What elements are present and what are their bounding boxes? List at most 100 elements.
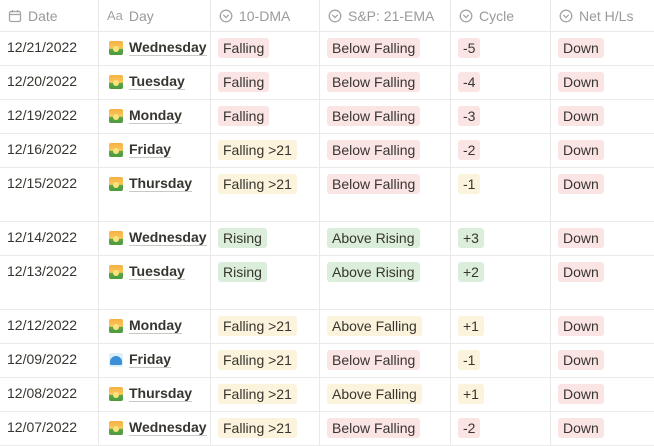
cycle-tag: +1 [458,384,484,404]
page-link[interactable]: Wednesday [109,419,207,436]
net-hls-cell[interactable]: Down [551,344,654,377]
ema-cell[interactable]: Below Falling [320,134,451,167]
dma-cell[interactable]: Falling >21 [211,168,320,221]
day-cell[interactable]: Wednesday [99,412,211,445]
date-cell[interactable]: 12/15/2022 [0,168,99,221]
net-hls-cell[interactable]: Down [551,222,654,255]
ema-cell[interactable]: Below Falling [320,100,451,133]
day-cell[interactable]: Tuesday [99,66,211,99]
day-cell[interactable]: Thursday [99,168,211,221]
cycle-cell[interactable]: -3 [451,100,551,133]
column-header-dma[interactable]: 10-DMA [211,0,320,31]
page-link[interactable]: Thursday [109,175,193,192]
cycle-cell[interactable]: +1 [451,378,551,411]
cycle-cell[interactable]: -2 [451,134,551,167]
column-header-net-hls[interactable]: Net H/Ls [551,0,654,31]
ema-cell[interactable]: Below Falling [320,168,451,221]
page-link[interactable]: Friday [109,351,172,368]
table-row[interactable]: 12/12/2022 Monday Falling >21 Above Falling… [0,310,654,344]
cycle-cell[interactable]: -5 [451,32,551,65]
dma-cell[interactable]: Falling >21 [211,310,320,343]
page-link[interactable]: Wednesday [109,39,207,56]
dma-cell[interactable]: Falling [211,66,320,99]
page-link[interactable]: Tuesday [109,263,185,280]
table-row[interactable]: 12/08/2022 Thursday Falling >21 Above Falli… [0,378,654,412]
net-hls-cell[interactable]: Down [551,378,654,411]
ema-cell[interactable]: Above Falling [320,310,451,343]
ema-cell[interactable]: Below Falling [320,32,451,65]
date-cell[interactable]: 12/16/2022 [0,134,99,167]
ema-cell[interactable]: Above Rising [320,256,451,309]
page-link[interactable]: Monday [109,107,182,124]
date-value: 12/21/2022 [7,39,78,55]
table-row[interactable]: 12/07/2022 Wednesday Falling >21 Below Fall… [0,412,654,446]
page-link[interactable]: Wednesday [109,229,207,246]
cycle-cell[interactable]: -4 [451,66,551,99]
dma-cell[interactable]: Falling [211,100,320,133]
page-link[interactable]: Friday [109,141,172,158]
day-cell[interactable]: Friday [99,344,211,377]
date-cell[interactable]: 12/20/2022 [0,66,99,99]
net-hls-cell[interactable]: Down [551,134,654,167]
dma-cell[interactable]: Rising [211,256,320,309]
column-header-day[interactable]: Aa Day [99,0,211,31]
date-cell[interactable]: 12/07/2022 [0,412,99,445]
cycle-cell[interactable]: -1 [451,344,551,377]
net-hls-cell[interactable]: Down [551,168,654,221]
ema-cell[interactable]: Below Falling [320,66,451,99]
dma-cell[interactable]: Falling >21 [211,134,320,167]
net-hls-cell[interactable]: Down [551,412,654,445]
dma-cell[interactable]: Falling [211,32,320,65]
column-header-ema[interactable]: S&P: 21-EMA [320,0,451,31]
net-hls-cell[interactable]: Down [551,32,654,65]
cycle-cell[interactable]: -1 [451,168,551,221]
table-row[interactable]: 12/19/2022 Monday Falling Below Falling -3 Do… [0,100,654,134]
net-hls-cell[interactable]: Down [551,100,654,133]
date-cell[interactable]: 12/14/2022 [0,222,99,255]
date-cell[interactable]: 12/13/2022 [0,256,99,309]
page-link[interactable]: Tuesday [109,73,185,90]
cycle-cell[interactable]: +2 [451,256,551,309]
date-cell[interactable]: 12/19/2022 [0,100,99,133]
date-cell[interactable]: 12/08/2022 [0,378,99,411]
table-row[interactable]: 12/15/2022 Thursday Falling >21 Below Falli… [0,168,654,222]
net-hls-cell[interactable]: Down [551,310,654,343]
ema-cell[interactable]: Above Rising [320,222,451,255]
table-row[interactable]: 12/13/2022 Tuesday Rising Above Rising +2 Dow… [0,256,654,310]
day-cell[interactable]: Monday [99,310,211,343]
dma-cell[interactable]: Rising [211,222,320,255]
cycle-tag: -2 [458,140,481,160]
cycle-cell[interactable]: +3 [451,222,551,255]
column-header-cycle[interactable]: Cycle [451,0,551,31]
page-link[interactable]: Monday [109,317,182,334]
date-cell[interactable]: 12/09/2022 [0,344,99,377]
dma-cell[interactable]: Falling >21 [211,412,320,445]
date-cell[interactable]: 12/21/2022 [0,32,99,65]
ema-cell[interactable]: Below Falling [320,344,451,377]
dma-cell[interactable]: Falling >21 [211,378,320,411]
cycle-cell[interactable]: -2 [451,412,551,445]
table-row[interactable]: 12/21/2022 Wednesday Falling Below Falling -… [0,32,654,66]
day-cell[interactable]: Monday [99,100,211,133]
table-row[interactable]: 12/09/2022 Friday Falling >21 Below Falling… [0,344,654,378]
wave-icon [109,352,123,367]
net-hls-cell[interactable]: Down [551,256,654,309]
ema-cell[interactable]: Below Falling [320,412,451,445]
table-row[interactable]: 12/14/2022 Wednesday Rising Above Rising +3 D… [0,222,654,256]
day-value: Tuesday [129,263,185,280]
day-cell[interactable]: Wednesday [99,222,211,255]
day-cell[interactable]: Tuesday [99,256,211,309]
cycle-cell[interactable]: +1 [451,310,551,343]
date-cell[interactable]: 12/12/2022 [0,310,99,343]
column-header-date[interactable]: Date [0,0,99,31]
day-cell[interactable]: Friday [99,134,211,167]
ema-cell[interactable]: Above Falling [320,378,451,411]
page-link[interactable]: Thursday [109,385,193,402]
table-row[interactable]: 12/16/2022 Friday Falling >21 Below Falling… [0,134,654,168]
day-cell[interactable]: Thursday [99,378,211,411]
net-hls-cell[interactable]: Down [551,66,654,99]
day-cell[interactable]: Wednesday [99,32,211,65]
table-row[interactable]: 12/20/2022 Tuesday Falling Below Falling -4 D… [0,66,654,100]
dma-cell[interactable]: Falling >21 [211,344,320,377]
cycle-tag: +1 [458,316,484,336]
